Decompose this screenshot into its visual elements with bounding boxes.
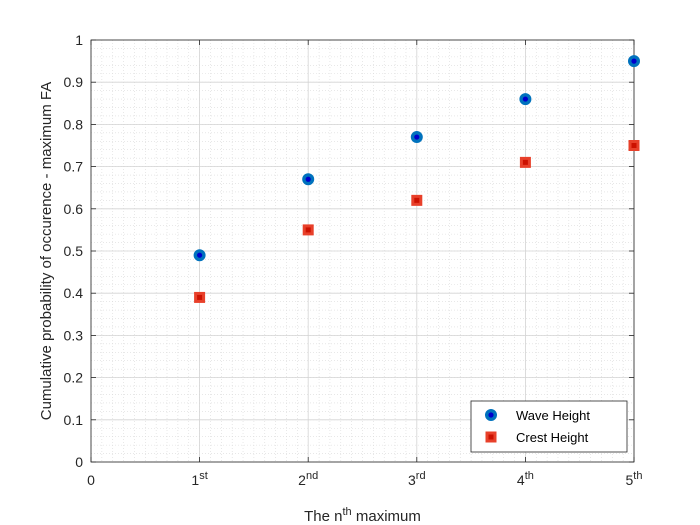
legend-box — [470, 400, 628, 453]
data-point-wave-center — [414, 134, 420, 140]
x-tick-label: 2nd — [298, 470, 318, 488]
data-point-wave-center — [197, 252, 203, 258]
y-tick-label: 0.3 — [64, 327, 84, 343]
legend: Wave Height Crest Height — [470, 400, 628, 453]
y-tick-label: 0.2 — [64, 370, 84, 386]
series-wave-height — [193, 55, 640, 262]
y-tick-label: 0.4 — [64, 285, 84, 301]
y-axis-ticks: 0 0.1 0.2 0.3 0.4 0.5 0.6 0.7 0.8 0.9 1 — [64, 32, 634, 470]
x-tick-label: 3rd — [408, 470, 426, 488]
y-axis-label: Cumulative probability of occurence - ma… — [38, 82, 55, 420]
series-crest-height — [194, 140, 640, 303]
data-point-crest-center — [305, 227, 311, 233]
y-tick-label: 0.6 — [64, 201, 84, 217]
x-tick-label: 0 — [87, 472, 95, 488]
data-point-crest-center — [414, 197, 420, 203]
x-axis-label: The nth maximum — [304, 506, 421, 525]
data-point-crest-center — [522, 159, 528, 165]
x-tick-label: 5th — [626, 470, 643, 488]
legend-marker-center — [488, 412, 494, 418]
data-point-wave-center — [522, 96, 529, 102]
y-tick-label: 0.5 — [64, 243, 84, 259]
y-tick-label: 1 — [75, 32, 83, 48]
y-tick-label: 0.1 — [64, 412, 84, 428]
data-point-crest-center — [631, 143, 637, 148]
y-tick-label: 0.9 — [64, 74, 84, 90]
data-marks — [193, 55, 640, 303]
data-point-crest-center — [197, 294, 203, 300]
legend-label: Crest Height — [516, 430, 589, 445]
legend-label: Wave Height — [516, 408, 590, 423]
data-point-wave-center — [631, 58, 637, 64]
x-tick-label: 4th — [517, 470, 534, 488]
data-point-wave-center — [305, 176, 311, 182]
legend-marker-center — [488, 434, 494, 440]
x-axis-ticks: 0 1st 2nd 3rd 4th 5th — [87, 40, 642, 488]
x-tick-label: 1st — [191, 470, 207, 488]
y-tick-label: 0.7 — [64, 159, 84, 175]
y-tick-label: 0 — [75, 454, 83, 470]
y-tick-label: 0.8 — [64, 116, 84, 132]
